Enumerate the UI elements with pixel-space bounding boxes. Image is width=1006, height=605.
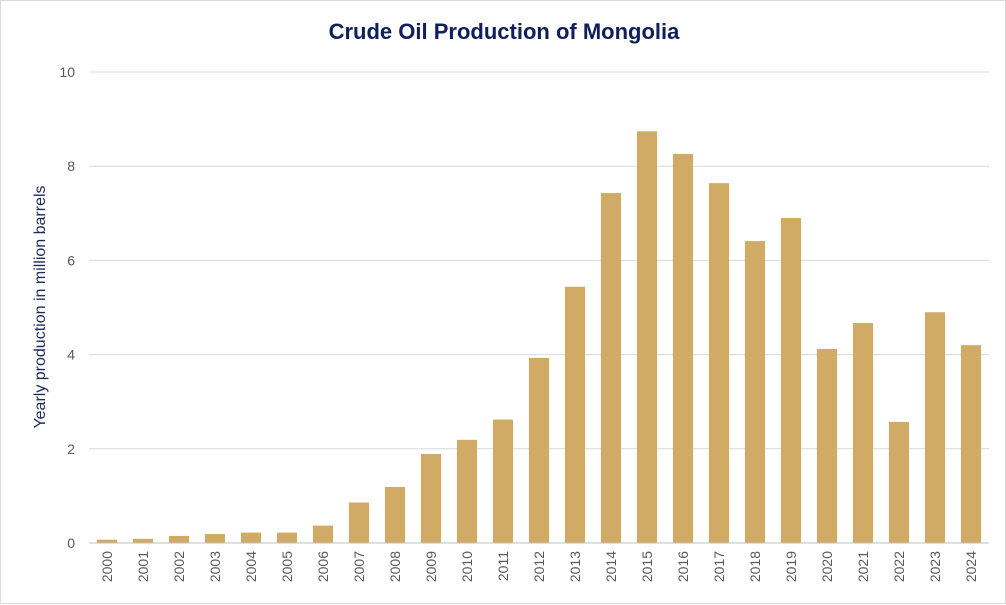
bar-2004 [240, 532, 262, 543]
x-tick-label: 2021 [855, 551, 871, 582]
x-tick-label: 2013 [567, 551, 583, 582]
bar-2010 [456, 439, 478, 543]
bar-2014 [600, 193, 622, 543]
bar-2018 [744, 241, 766, 544]
x-tick-label: 2005 [279, 551, 295, 582]
y-tick-label: 8 [67, 158, 75, 174]
x-tick-label: 2009 [423, 551, 439, 582]
x-tick-label: 2012 [531, 551, 547, 582]
bar-2005 [276, 532, 298, 543]
chart-title: Crude Oil Production of Mongolia [329, 19, 681, 44]
y-tick-label: 4 [67, 347, 75, 363]
bar-2023 [924, 312, 946, 543]
bar-2024 [960, 345, 982, 543]
y-axis-title: Yearly production in million barrels [32, 185, 49, 428]
y-tick-label: 2 [67, 441, 75, 457]
bars [96, 131, 982, 544]
x-tick-label: 2002 [171, 551, 187, 582]
y-axis-ticks: 0 2 4 6 8 10 [59, 64, 75, 551]
bar-2000 [96, 539, 118, 543]
x-tick-label: 2019 [783, 551, 799, 582]
x-tick-label: 2015 [639, 551, 655, 582]
x-tick-label: 2014 [603, 551, 619, 582]
x-tick-label: 2011 [495, 551, 511, 581]
bar-2008 [384, 486, 406, 543]
x-tick-label: 2006 [315, 551, 331, 582]
x-tick-label: 2022 [891, 551, 907, 582]
bar-2007 [348, 502, 370, 543]
bar-2022 [888, 421, 910, 543]
x-axis-ticks: 2000 2001 2002 2003 2004 2005 2006 2007 2008 2009… [99, 551, 979, 582]
x-tick-label: 2007 [351, 551, 367, 582]
y-tick-label: 10 [59, 64, 75, 80]
x-tick-label: 2020 [819, 551, 835, 582]
bar-2016 [672, 153, 694, 544]
bar-2013 [564, 286, 586, 543]
bar-2015 [636, 131, 658, 543]
bar-2006 [312, 525, 334, 543]
x-tick-label: 2017 [711, 551, 727, 582]
y-tick-label: 6 [67, 252, 75, 268]
x-tick-label: 2018 [747, 551, 763, 582]
bar-2009 [420, 453, 442, 543]
x-tick-label: 2001 [135, 551, 151, 582]
bar-2017 [708, 183, 730, 543]
x-tick-label: 2023 [927, 551, 943, 582]
x-tick-label: 2016 [675, 551, 691, 582]
x-tick-label: 2000 [99, 551, 115, 582]
bar-2002 [168, 535, 190, 543]
x-tick-label: 2008 [387, 551, 403, 582]
x-tick-label: 2024 [963, 551, 979, 582]
bar-2021 [852, 323, 874, 543]
bar-2020 [816, 348, 838, 543]
bar-2001 [132, 538, 154, 543]
gridlines [89, 71, 989, 450]
y-tick-label: 0 [67, 535, 75, 551]
x-tick-label: 2010 [459, 551, 475, 582]
x-tick-label: 2003 [207, 551, 223, 582]
x-tick-label: 2004 [243, 551, 259, 582]
bar-2012 [528, 357, 550, 543]
bar-2011 [492, 419, 514, 543]
bar-2019 [780, 218, 802, 543]
bar-2003 [204, 534, 226, 543]
